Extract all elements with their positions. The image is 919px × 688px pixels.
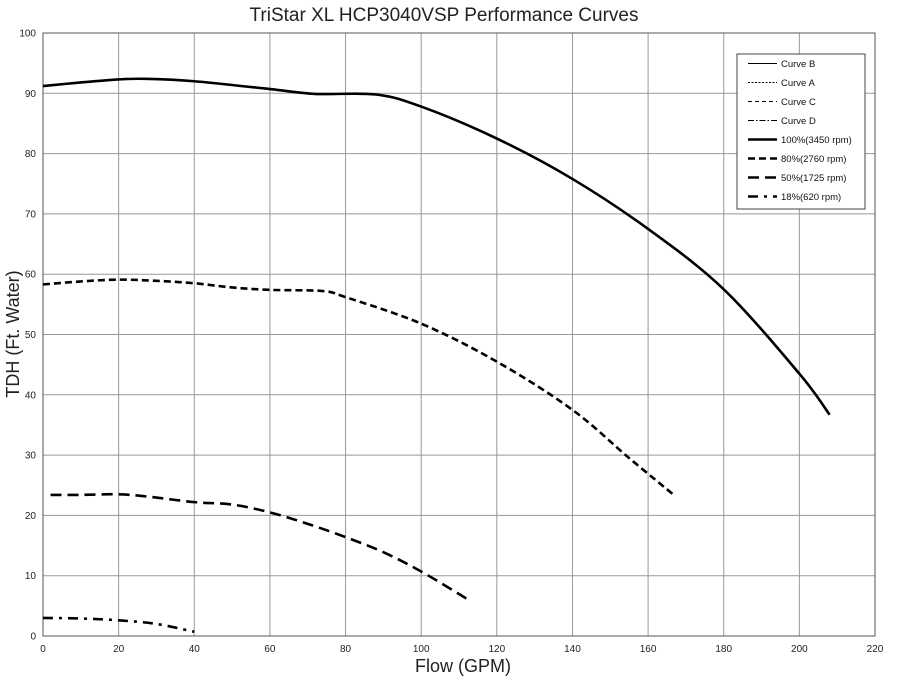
series-line-18-620-rpm <box>42 616 195 634</box>
series-line-100-3450-rpm <box>42 77 831 416</box>
legend-label: 100%(3450 rpm) <box>781 135 852 146</box>
y-tick-label: 20 <box>25 511 37 522</box>
legend-label: Curve C <box>781 97 816 108</box>
y-tick-label: 40 <box>25 390 37 401</box>
y-tick-label: 10 <box>25 571 37 582</box>
x-axis-label: Flow (GPM) <box>415 656 511 676</box>
x-tick-label: 200 <box>791 644 808 655</box>
y-tick-label: 70 <box>25 209 37 220</box>
y-tick-label: 60 <box>25 270 37 281</box>
legend: Curve B Curve A Curve C Curve D 100%(3450 rp… <box>736 53 866 210</box>
series-line-50-1725-rpm <box>50 492 468 600</box>
x-tick-label: 80 <box>340 644 352 655</box>
x-tick-label: 60 <box>264 644 276 655</box>
series-layer <box>42 77 831 634</box>
y-tick-label: 90 <box>25 89 37 100</box>
legend-label: 18%(620 rpm) <box>781 192 841 203</box>
x-tick-label: 0 <box>40 644 46 655</box>
y-tick-label: 50 <box>25 330 37 341</box>
legend-label: 80%(2760 rpm) <box>781 154 846 165</box>
y-tick-label: 0 <box>30 632 36 643</box>
x-tick-label: 20 <box>113 644 125 655</box>
y-tick-label: 100 <box>19 29 36 40</box>
x-tick-label: 100 <box>413 644 430 655</box>
legend-label: Curve D <box>781 116 816 127</box>
tick-labels: 0 20 40 60 80 100 120 140 160 180 200 220 0 10 20 30 40 5… <box>19 29 883 656</box>
legend-label: Curve A <box>781 78 815 89</box>
chart-title: TriStar XL HCP3040VSP Performance Curves <box>250 5 639 26</box>
plot-frame <box>42 32 876 637</box>
series-line-80-2760-rpm <box>42 278 676 497</box>
x-tick-label: 160 <box>640 644 657 655</box>
y-tick-label: 30 <box>25 451 37 462</box>
x-tick-label: 120 <box>488 644 505 655</box>
x-tick-label: 220 <box>867 644 884 655</box>
legend-box <box>736 53 866 210</box>
x-tick-label: 40 <box>189 644 201 655</box>
x-tick-label: 140 <box>564 644 581 655</box>
y-tick-label: 80 <box>25 149 37 160</box>
x-tick-label: 180 <box>715 644 732 655</box>
y-axis-label: TDH (Ft. Water) <box>3 270 23 397</box>
legend-label: Curve B <box>781 59 815 70</box>
legend-label: 50%(1725 rpm) <box>781 173 846 184</box>
